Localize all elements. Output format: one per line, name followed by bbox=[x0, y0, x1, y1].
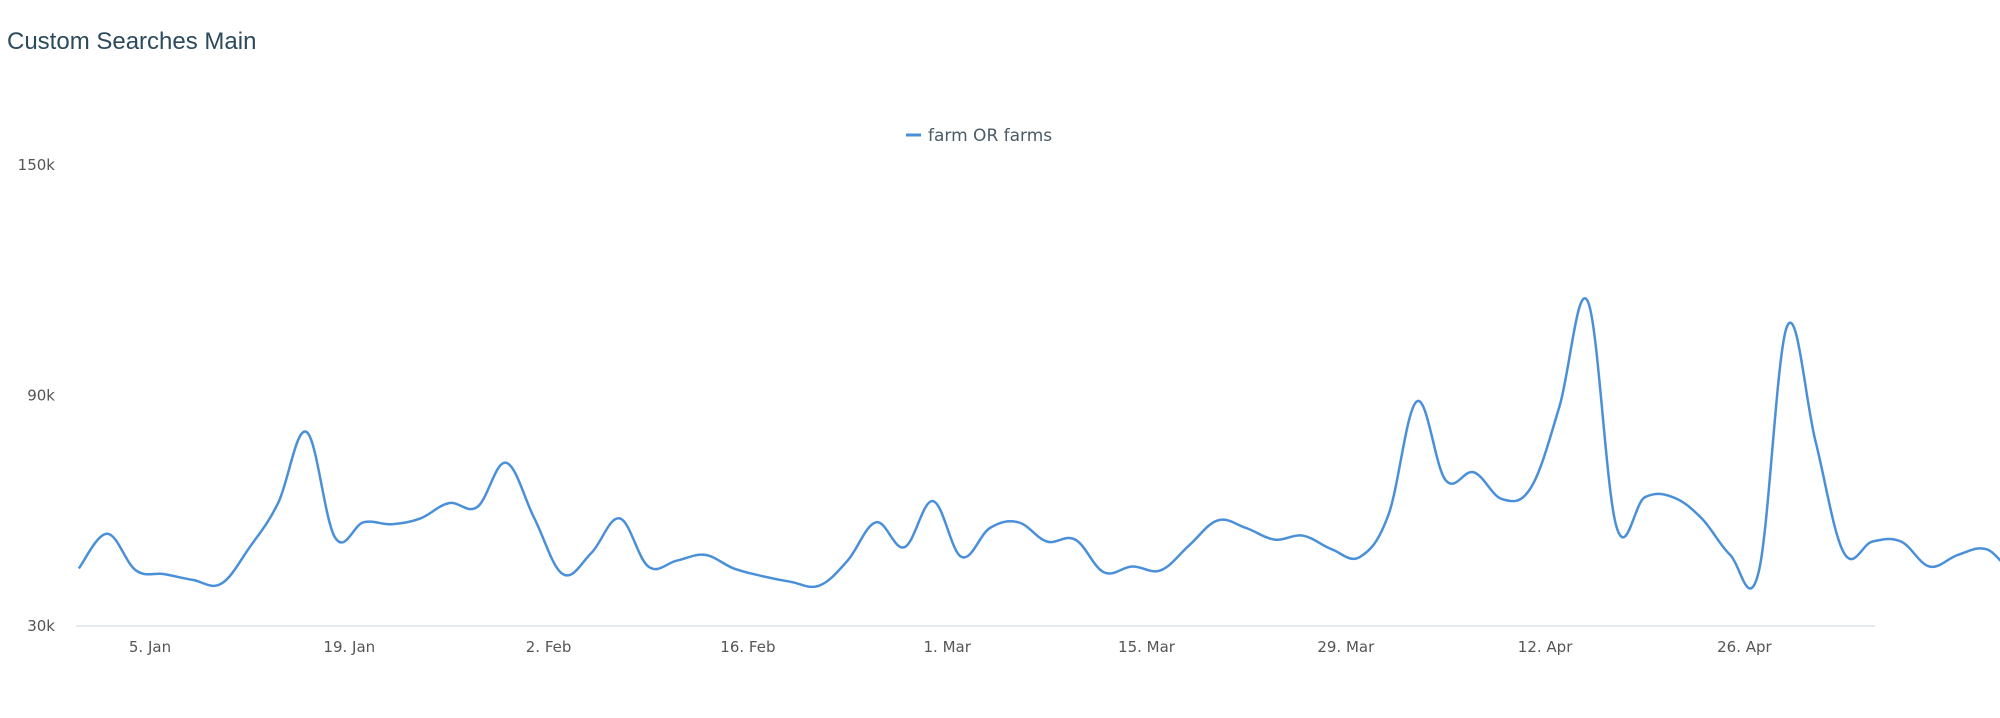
series-line-farm-or-farms[interactable] bbox=[77, 176, 2000, 590]
x-tick-label: 2. Feb bbox=[526, 638, 572, 656]
y-tick-label: 90k bbox=[27, 387, 55, 405]
y-axis: 30k 90k 150k bbox=[18, 156, 56, 635]
plot-area bbox=[77, 176, 2000, 590]
x-tick-label: 15. Mar bbox=[1118, 638, 1176, 656]
x-tick-label: 1. Mar bbox=[924, 638, 972, 656]
x-tick-label: 29. Mar bbox=[1317, 638, 1375, 656]
page-title: Custom Searches Main bbox=[7, 28, 257, 55]
legend-label: farm OR farms bbox=[928, 126, 1052, 146]
x-tick-label: 12. Apr bbox=[1518, 638, 1573, 656]
y-tick-label: 30k bbox=[27, 617, 55, 635]
x-tick-label: 26. Apr bbox=[1717, 638, 1772, 656]
x-tick-label: 5. Jan bbox=[129, 638, 171, 656]
y-tick-label: 150k bbox=[18, 156, 56, 174]
x-tick-label: 19. Jan bbox=[323, 638, 375, 656]
x-axis: 5. Jan 19. Jan 2. Feb 16. Feb 1. Mar 15. Mar 2… bbox=[76, 625, 1875, 656]
x-tick-label: 16. Feb bbox=[720, 638, 775, 656]
legend[interactable]: farm OR farms bbox=[906, 126, 1052, 146]
